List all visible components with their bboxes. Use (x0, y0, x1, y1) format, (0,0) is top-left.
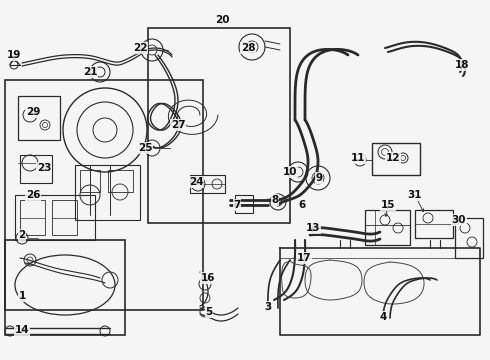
Text: 24: 24 (189, 177, 203, 187)
Text: 18: 18 (455, 60, 469, 70)
Text: 30: 30 (452, 215, 466, 225)
Bar (15, 195, 95, 240)
Text: 16: 16 (201, 273, 215, 283)
Bar (75, 165, 140, 220)
Text: 29: 29 (26, 107, 40, 117)
Text: 17: 17 (296, 253, 311, 263)
Text: 26: 26 (26, 190, 40, 200)
Text: 8: 8 (271, 195, 279, 205)
Text: 25: 25 (138, 143, 152, 153)
Bar (415, 210, 453, 238)
Text: 22: 22 (133, 43, 147, 53)
Bar (52, 200, 77, 235)
Text: 11: 11 (351, 153, 365, 163)
Bar (190, 175, 225, 193)
Bar (365, 210, 410, 245)
Text: 28: 28 (241, 43, 255, 53)
Text: 21: 21 (83, 67, 97, 77)
Text: 12: 12 (386, 153, 400, 163)
Text: 31: 31 (408, 190, 422, 200)
Text: 3: 3 (265, 302, 271, 312)
Bar (108, 170, 133, 192)
Text: 5: 5 (205, 307, 213, 317)
Text: 6: 6 (298, 200, 306, 210)
Text: 2: 2 (19, 230, 25, 240)
Text: 14: 14 (15, 325, 29, 335)
Text: 9: 9 (316, 173, 322, 183)
Bar (18, 96, 60, 140)
Text: 20: 20 (215, 15, 229, 25)
Text: 10: 10 (283, 167, 297, 177)
Text: 23: 23 (37, 163, 51, 173)
Text: 19: 19 (7, 50, 21, 60)
Bar (235, 195, 253, 213)
Bar (80, 170, 100, 192)
Bar (20, 200, 45, 235)
Text: 7: 7 (233, 200, 241, 210)
Bar (5, 80, 203, 310)
Text: 15: 15 (381, 200, 395, 210)
Text: 1: 1 (19, 291, 25, 301)
Bar (5, 240, 125, 335)
Text: 27: 27 (171, 120, 185, 130)
Bar (148, 28, 290, 223)
Bar (372, 143, 420, 175)
Text: 4: 4 (379, 312, 387, 322)
Text: 13: 13 (306, 223, 320, 233)
Bar (455, 218, 483, 258)
Bar (20, 155, 52, 183)
